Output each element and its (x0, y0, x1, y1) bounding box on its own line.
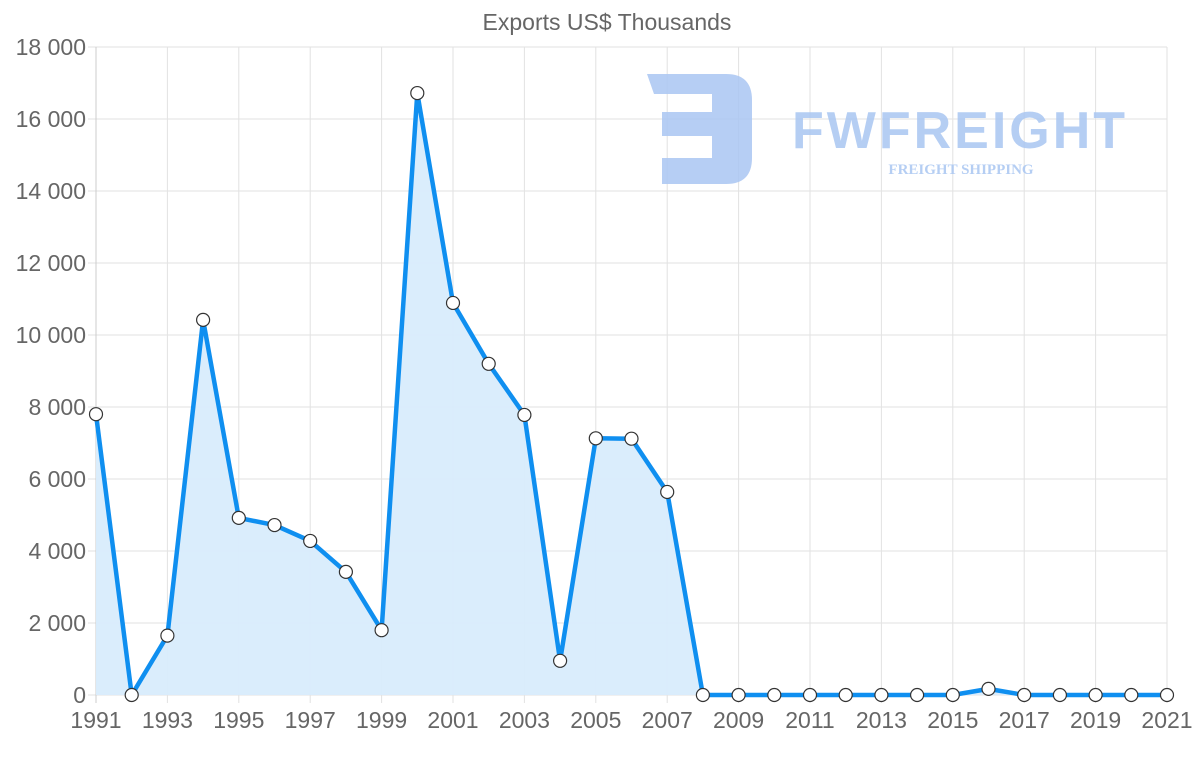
x-tick-label: 2015 (927, 707, 978, 733)
logo-mark-icon (647, 74, 752, 184)
y-axis-ticks: 0 2 000 4 000 6 000 8 000 10 000 12 000 14 000 1… (16, 34, 86, 708)
data-point[interactable] (552, 653, 568, 668)
y-tick-label: 14 000 (16, 178, 86, 204)
watermark-logo: FWFREIGHT FREIGHT SHIPPING (647, 74, 1128, 184)
data-point[interactable] (624, 431, 639, 446)
data-point[interactable] (160, 628, 175, 643)
x-tick-label: 2001 (427, 707, 478, 733)
data-point[interactable] (838, 687, 853, 703)
data-point[interactable] (660, 484, 675, 500)
x-tick-label: 2013 (856, 707, 907, 733)
y-tick-label: 2 000 (28, 610, 86, 636)
x-tick-label: 2009 (713, 707, 764, 733)
x-tick-label: 2011 (785, 707, 834, 733)
data-point[interactable] (481, 356, 496, 371)
x-tick-label: 2007 (642, 707, 693, 733)
data-point[interactable] (303, 533, 318, 549)
data-point[interactable] (196, 312, 211, 327)
x-axis-ticks: 1991 1993 1995 1997 1999 2001 2003 2005 2007 2009… (70, 707, 1192, 733)
data-point[interactable] (1052, 687, 1068, 703)
data-point[interactable] (267, 517, 282, 533)
data-point[interactable] (1017, 687, 1032, 703)
x-tick-label: 2003 (499, 707, 550, 733)
y-tick-label: 4 000 (28, 538, 86, 564)
y-tick-label: 12 000 (16, 250, 86, 276)
x-tick-label: 2019 (1070, 707, 1121, 733)
data-point[interactable] (909, 687, 925, 703)
x-tick-label: 2017 (999, 707, 1050, 733)
data-point[interactable] (231, 510, 246, 525)
data-point[interactable] (374, 623, 389, 638)
data-point[interactable] (124, 687, 139, 703)
chart-title: Exports US$ Thousands (483, 9, 732, 35)
watermark-tagline: FREIGHT SHIPPING (888, 162, 1033, 178)
data-point[interactable] (731, 687, 746, 703)
data-point[interactable] (410, 85, 425, 101)
x-tick-label: 1991 (70, 707, 121, 733)
data-point[interactable] (802, 687, 818, 703)
data-point[interactable] (695, 687, 711, 703)
data-point[interactable] (338, 564, 353, 579)
y-tick-label: 8 000 (28, 394, 86, 420)
data-point[interactable] (874, 687, 889, 703)
y-tick-label: 0 (73, 682, 86, 708)
data-point[interactable] (1124, 687, 1139, 703)
data-point[interactable] (1159, 687, 1175, 703)
y-tick-label: 6 000 (28, 466, 86, 492)
x-tick-label: 2005 (570, 707, 621, 733)
x-tick-label: 1997 (285, 707, 336, 733)
y-tick-label: 10 000 (16, 322, 86, 348)
x-tick-label: 1993 (142, 707, 193, 733)
data-point[interactable] (945, 687, 960, 703)
data-point[interactable] (88, 407, 104, 422)
data-point[interactable] (1088, 687, 1103, 703)
data-point[interactable] (981, 681, 996, 696)
area-fill (96, 93, 1167, 696)
y-tick-label: 16 000 (16, 106, 86, 132)
data-point[interactable] (445, 295, 461, 311)
data-point[interactable] (588, 431, 603, 446)
x-tick-label: 1999 (356, 707, 407, 733)
data-point[interactable] (767, 687, 782, 703)
data-points (88, 85, 1175, 703)
watermark-brand: FWFREIGHT (792, 102, 1128, 160)
data-point[interactable] (517, 407, 532, 423)
x-tick-label: 1995 (213, 707, 264, 733)
y-tick-label: 18 000 (16, 34, 86, 60)
x-tick-label: 2021 (1141, 707, 1192, 733)
